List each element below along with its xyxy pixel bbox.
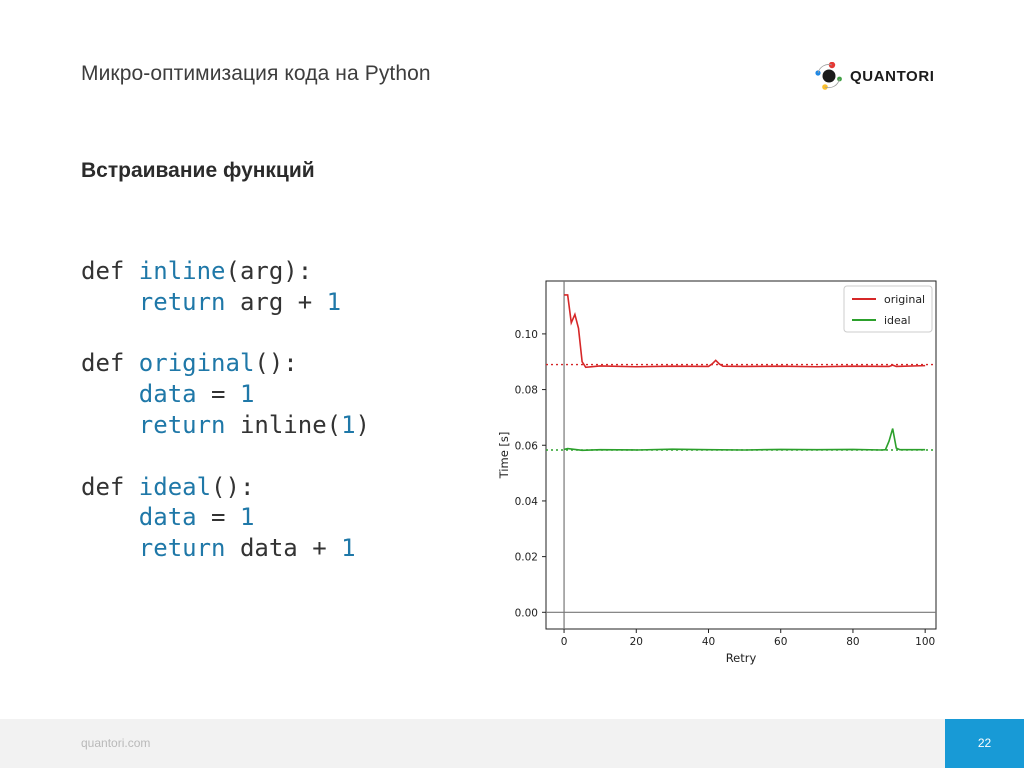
quantori-logo-icon <box>815 62 842 90</box>
y-tick-label: 0.08 <box>515 385 538 397</box>
code-token: data <box>138 380 197 409</box>
y-axis-label: Time [s] <box>497 432 511 480</box>
x-tick-label: 40 <box>702 636 715 648</box>
code-line: def original(): <box>81 348 370 379</box>
footer: quantori.com 22 <box>0 719 1024 768</box>
code-token: arg + <box>225 287 327 316</box>
legend-label: original <box>884 293 925 306</box>
code-line: return inline(1) <box>81 410 370 441</box>
code-token: data <box>138 503 197 532</box>
code-token: 1 <box>239 380 255 409</box>
code-line: data = 1 <box>81 502 370 533</box>
code-token <box>81 534 139 562</box>
code-token: 1 <box>326 287 342 316</box>
code-token: def <box>81 349 139 378</box>
code-block: def inline(arg): return arg + 1 def origi… <box>81 256 370 564</box>
code-token: def <box>81 257 139 285</box>
code-token: 1 <box>239 503 255 532</box>
code-line: return data + 1 <box>81 533 370 564</box>
code-token: inline <box>138 257 226 285</box>
y-tick-label: 0.10 <box>515 329 538 341</box>
code-token: return <box>138 410 226 439</box>
code-token: 1 <box>341 534 356 563</box>
code-token: = <box>196 503 240 532</box>
code-token: = <box>196 380 240 409</box>
y-tick-label: 0.04 <box>515 496 539 508</box>
slide-title: Микро-оптимизация кода на Python <box>81 62 431 85</box>
code-token: def <box>81 472 139 501</box>
footer-url: quantori.com <box>81 736 151 750</box>
code-token: 1 <box>341 410 356 439</box>
code-token: ideal <box>138 472 212 501</box>
code-token <box>81 288 139 316</box>
code-line <box>81 441 370 472</box>
code-line: def ideal(): <box>81 472 370 503</box>
x-tick-label: 80 <box>846 636 859 648</box>
code-token: return <box>138 287 226 316</box>
timing-chart: 0 20 40 60 80 100 0.00 0.02 0.04 0.06 0.08 0.10 Retr… <box>497 280 937 665</box>
code-line: def inline(arg): <box>81 256 370 287</box>
y-tick-label: 0.00 <box>515 607 538 619</box>
page-number: 22 <box>977 736 992 750</box>
plot-frame <box>545 280 937 630</box>
code-token <box>81 503 139 531</box>
code-token: (): <box>211 472 255 501</box>
code-token <box>81 411 139 439</box>
code-token: data + <box>225 534 342 563</box>
x-tick-label: 20 <box>630 636 643 648</box>
legend-label: ideal <box>884 314 911 327</box>
code-line: data = 1 <box>81 379 370 410</box>
x-tick-label: 100 <box>915 636 935 648</box>
y-tick-label: 0.06 <box>515 440 539 452</box>
x-tick-label: 60 <box>774 636 787 648</box>
code-token: (): <box>254 349 298 378</box>
x-tick-label: 0 <box>561 636 568 648</box>
series-line <box>563 428 926 452</box>
slide-subtitle: Встраивание функций <box>81 159 315 182</box>
code-line <box>81 318 370 349</box>
series-line <box>564 294 926 369</box>
code-token: return <box>138 534 226 563</box>
y-tick-label: 0.02 <box>515 552 538 564</box>
code-token: (arg): <box>225 257 313 285</box>
code-token: original <box>138 349 255 378</box>
x-axis-label: Retry <box>726 651 757 665</box>
page-number-box: 22 <box>945 719 1024 768</box>
quantori-logo: QUANTORI <box>815 61 940 91</box>
code-token: ) <box>355 410 370 439</box>
code-line: return arg + 1 <box>81 287 370 318</box>
code-token <box>81 380 139 408</box>
logo-text: QUANTORI <box>850 67 935 85</box>
code-token: inline( <box>225 410 342 439</box>
